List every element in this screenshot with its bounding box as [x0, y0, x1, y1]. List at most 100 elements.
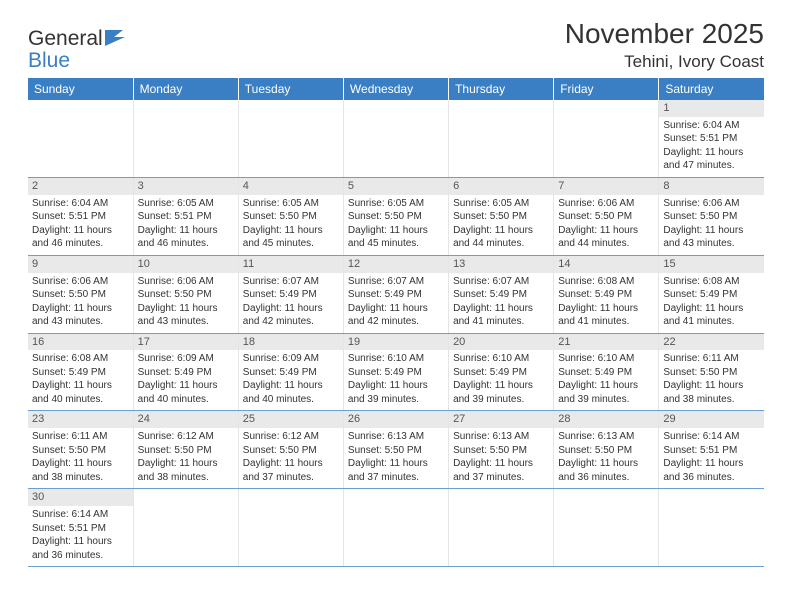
calendar-week-row: 16Sunrise: 6:08 AMSunset: 5:49 PMDayligh…: [28, 333, 764, 411]
sunset-line: Sunset: 5:50 PM: [138, 444, 234, 458]
sunrise-line: Sunrise: 6:10 AM: [558, 352, 654, 366]
daylight-line: Daylight: 11 hours and 38 minutes.: [32, 457, 129, 484]
sunset-line: Sunset: 5:49 PM: [138, 366, 234, 380]
calendar-day-cell: 16Sunrise: 6:08 AMSunset: 5:49 PMDayligh…: [28, 333, 133, 411]
header: GeneralBlue November 2025 Tehini, Ivory …: [28, 18, 764, 72]
calendar-empty-cell: [343, 100, 448, 177]
calendar-day-cell: 3Sunrise: 6:05 AMSunset: 5:51 PMDaylight…: [133, 177, 238, 255]
daylight-line: Daylight: 11 hours and 39 minutes.: [558, 379, 654, 406]
day-number: 25: [239, 411, 343, 428]
weekday-header: Friday: [554, 78, 659, 100]
calendar-day-cell: 4Sunrise: 6:05 AMSunset: 5:50 PMDaylight…: [238, 177, 343, 255]
calendar-empty-cell: [133, 489, 238, 567]
flag-icon: [105, 29, 127, 50]
weekday-header: Thursday: [449, 78, 554, 100]
calendar-week-row: 1Sunrise: 6:04 AMSunset: 5:51 PMDaylight…: [28, 100, 764, 177]
sunset-line: Sunset: 5:49 PM: [453, 288, 549, 302]
calendar-day-cell: 20Sunrise: 6:10 AMSunset: 5:49 PMDayligh…: [449, 333, 554, 411]
sunset-line: Sunset: 5:51 PM: [32, 522, 129, 536]
calendar-day-cell: 10 Sunrise: 6:06 AMSunset: 5:50 PMDayligh…: [133, 255, 238, 333]
sunrise-line: Sunrise: 6:09 AM: [138, 352, 234, 366]
sunrise-line: Sunrise: 6:04 AM: [663, 119, 760, 133]
logo-text-1: General: [28, 27, 103, 50]
calendar-day-cell: 22Sunrise: 6:11 AMSunset: 5:50 PMDayligh…: [659, 333, 764, 411]
day-number: 17: [134, 334, 238, 351]
day-number: 18: [239, 334, 343, 351]
daylight-line: Daylight: 11 hours and 37 minutes.: [243, 457, 339, 484]
day-number: 27: [449, 411, 553, 428]
sunset-line: Sunset: 5:50 PM: [558, 444, 654, 458]
calendar-day-cell: 29Sunrise: 6:14 AMSunset: 5:51 PMDayligh…: [659, 411, 764, 489]
sunrise-line: Sunrise: 6:14 AM: [663, 430, 760, 444]
sunrise-line: Sunrise: 6:12 AM: [243, 430, 339, 444]
sunset-line: Sunset: 5:49 PM: [558, 366, 654, 380]
day-number: 4: [239, 178, 343, 195]
logo: GeneralBlue: [28, 28, 127, 71]
day-number: 10: [134, 256, 238, 273]
day-number: 16: [28, 334, 133, 351]
calendar-day-cell: 1Sunrise: 6:04 AMSunset: 5:51 PMDaylight…: [659, 100, 764, 177]
sunset-line: Sunset: 5:50 PM: [663, 210, 760, 224]
sunrise-line: Sunrise: 6:09 AM: [243, 352, 339, 366]
calendar-empty-cell: [343, 489, 448, 567]
sunrise-line: Sunrise: 6:07 AM: [243, 275, 339, 289]
calendar-empty-cell: [554, 489, 659, 567]
calendar-day-cell: 30Sunrise: 6:14 AMSunset: 5:51 PMDayligh…: [28, 489, 133, 567]
daylight-line: Daylight: 11 hours and 47 minutes.: [663, 146, 760, 173]
sunset-line: Sunset: 5:49 PM: [348, 288, 444, 302]
day-number: 12: [344, 256, 448, 273]
calendar-day-cell: 5Sunrise: 6:05 AMSunset: 5:50 PMDaylight…: [343, 177, 448, 255]
daylight-line: Daylight: 11 hours and 36 minutes.: [663, 457, 760, 484]
calendar-day-cell: 14Sunrise: 6:08 AMSunset: 5:49 PMDayligh…: [554, 255, 659, 333]
sunrise-line: Sunrise: 6:08 AM: [32, 352, 129, 366]
sunset-line: Sunset: 5:50 PM: [138, 288, 234, 302]
sunset-line: Sunset: 5:51 PM: [138, 210, 234, 224]
daylight-line: Daylight: 11 hours and 43 minutes.: [138, 302, 234, 329]
day-number: 14: [554, 256, 658, 273]
day-number: 20: [449, 334, 553, 351]
sunset-line: Sunset: 5:51 PM: [32, 210, 129, 224]
weekday-header: Tuesday: [238, 78, 343, 100]
sunrise-line: Sunrise: 6:05 AM: [138, 197, 234, 211]
sunset-line: Sunset: 5:50 PM: [32, 288, 129, 302]
sunrise-line: Sunrise: 6:08 AM: [663, 275, 760, 289]
calendar-day-cell: 11Sunrise: 6:07 AMSunset: 5:49 PMDayligh…: [238, 255, 343, 333]
sunset-line: Sunset: 5:49 PM: [243, 366, 339, 380]
day-number: 26: [344, 411, 448, 428]
sunset-line: Sunset: 5:49 PM: [32, 366, 129, 380]
day-number: 23: [28, 411, 133, 428]
calendar-day-cell: 27Sunrise: 6:13 AMSunset: 5:50 PMDayligh…: [449, 411, 554, 489]
sunset-line: Sunset: 5:49 PM: [348, 366, 444, 380]
calendar-day-cell: 24Sunrise: 6:12 AMSunset: 5:50 PMDayligh…: [133, 411, 238, 489]
calendar-week-row: 9Sunrise: 6:06 AMSunset: 5:50 PMDaylight…: [28, 255, 764, 333]
sunset-line: Sunset: 5:50 PM: [453, 444, 549, 458]
sunset-line: Sunset: 5:50 PM: [243, 444, 339, 458]
calendar-day-cell: 28Sunrise: 6:13 AMSunset: 5:50 PMDayligh…: [554, 411, 659, 489]
sunrise-line: Sunrise: 6:08 AM: [558, 275, 654, 289]
sunset-line: Sunset: 5:50 PM: [453, 210, 549, 224]
weekday-header: Sunday: [28, 78, 133, 100]
weekday-header: Saturday: [659, 78, 764, 100]
sunrise-line: Sunrise: 6:04 AM: [32, 197, 129, 211]
sunset-line: Sunset: 5:49 PM: [453, 366, 549, 380]
day-number: 21: [554, 334, 658, 351]
day-number: 29: [659, 411, 764, 428]
sunrise-line: Sunrise: 6:14 AM: [32, 508, 129, 522]
calendar-empty-cell: [449, 100, 554, 177]
calendar-day-cell: 23Sunrise: 6:11 AMSunset: 5:50 PMDayligh…: [28, 411, 133, 489]
sunset-line: Sunset: 5:50 PM: [663, 366, 760, 380]
sunrise-line: Sunrise: 6:11 AM: [663, 352, 760, 366]
calendar-week-row: 30Sunrise: 6:14 AMSunset: 5:51 PMDayligh…: [28, 489, 764, 567]
sunrise-line: Sunrise: 6:13 AM: [348, 430, 444, 444]
sunset-line: Sunset: 5:49 PM: [663, 288, 760, 302]
daylight-line: Daylight: 11 hours and 41 minutes.: [558, 302, 654, 329]
calendar-day-cell: 2Sunrise: 6:04 AMSunset: 5:51 PMDaylight…: [28, 177, 133, 255]
calendar-empty-cell: [133, 100, 238, 177]
daylight-line: Daylight: 11 hours and 38 minutes.: [138, 457, 234, 484]
day-number: 8: [659, 178, 764, 195]
daylight-line: Daylight: 11 hours and 44 minutes.: [558, 224, 654, 251]
sunrise-line: Sunrise: 6:06 AM: [138, 275, 234, 289]
sunrise-line: Sunrise: 6:06 AM: [558, 197, 654, 211]
sunrise-line: Sunrise: 6:10 AM: [453, 352, 549, 366]
sunset-line: Sunset: 5:50 PM: [558, 210, 654, 224]
